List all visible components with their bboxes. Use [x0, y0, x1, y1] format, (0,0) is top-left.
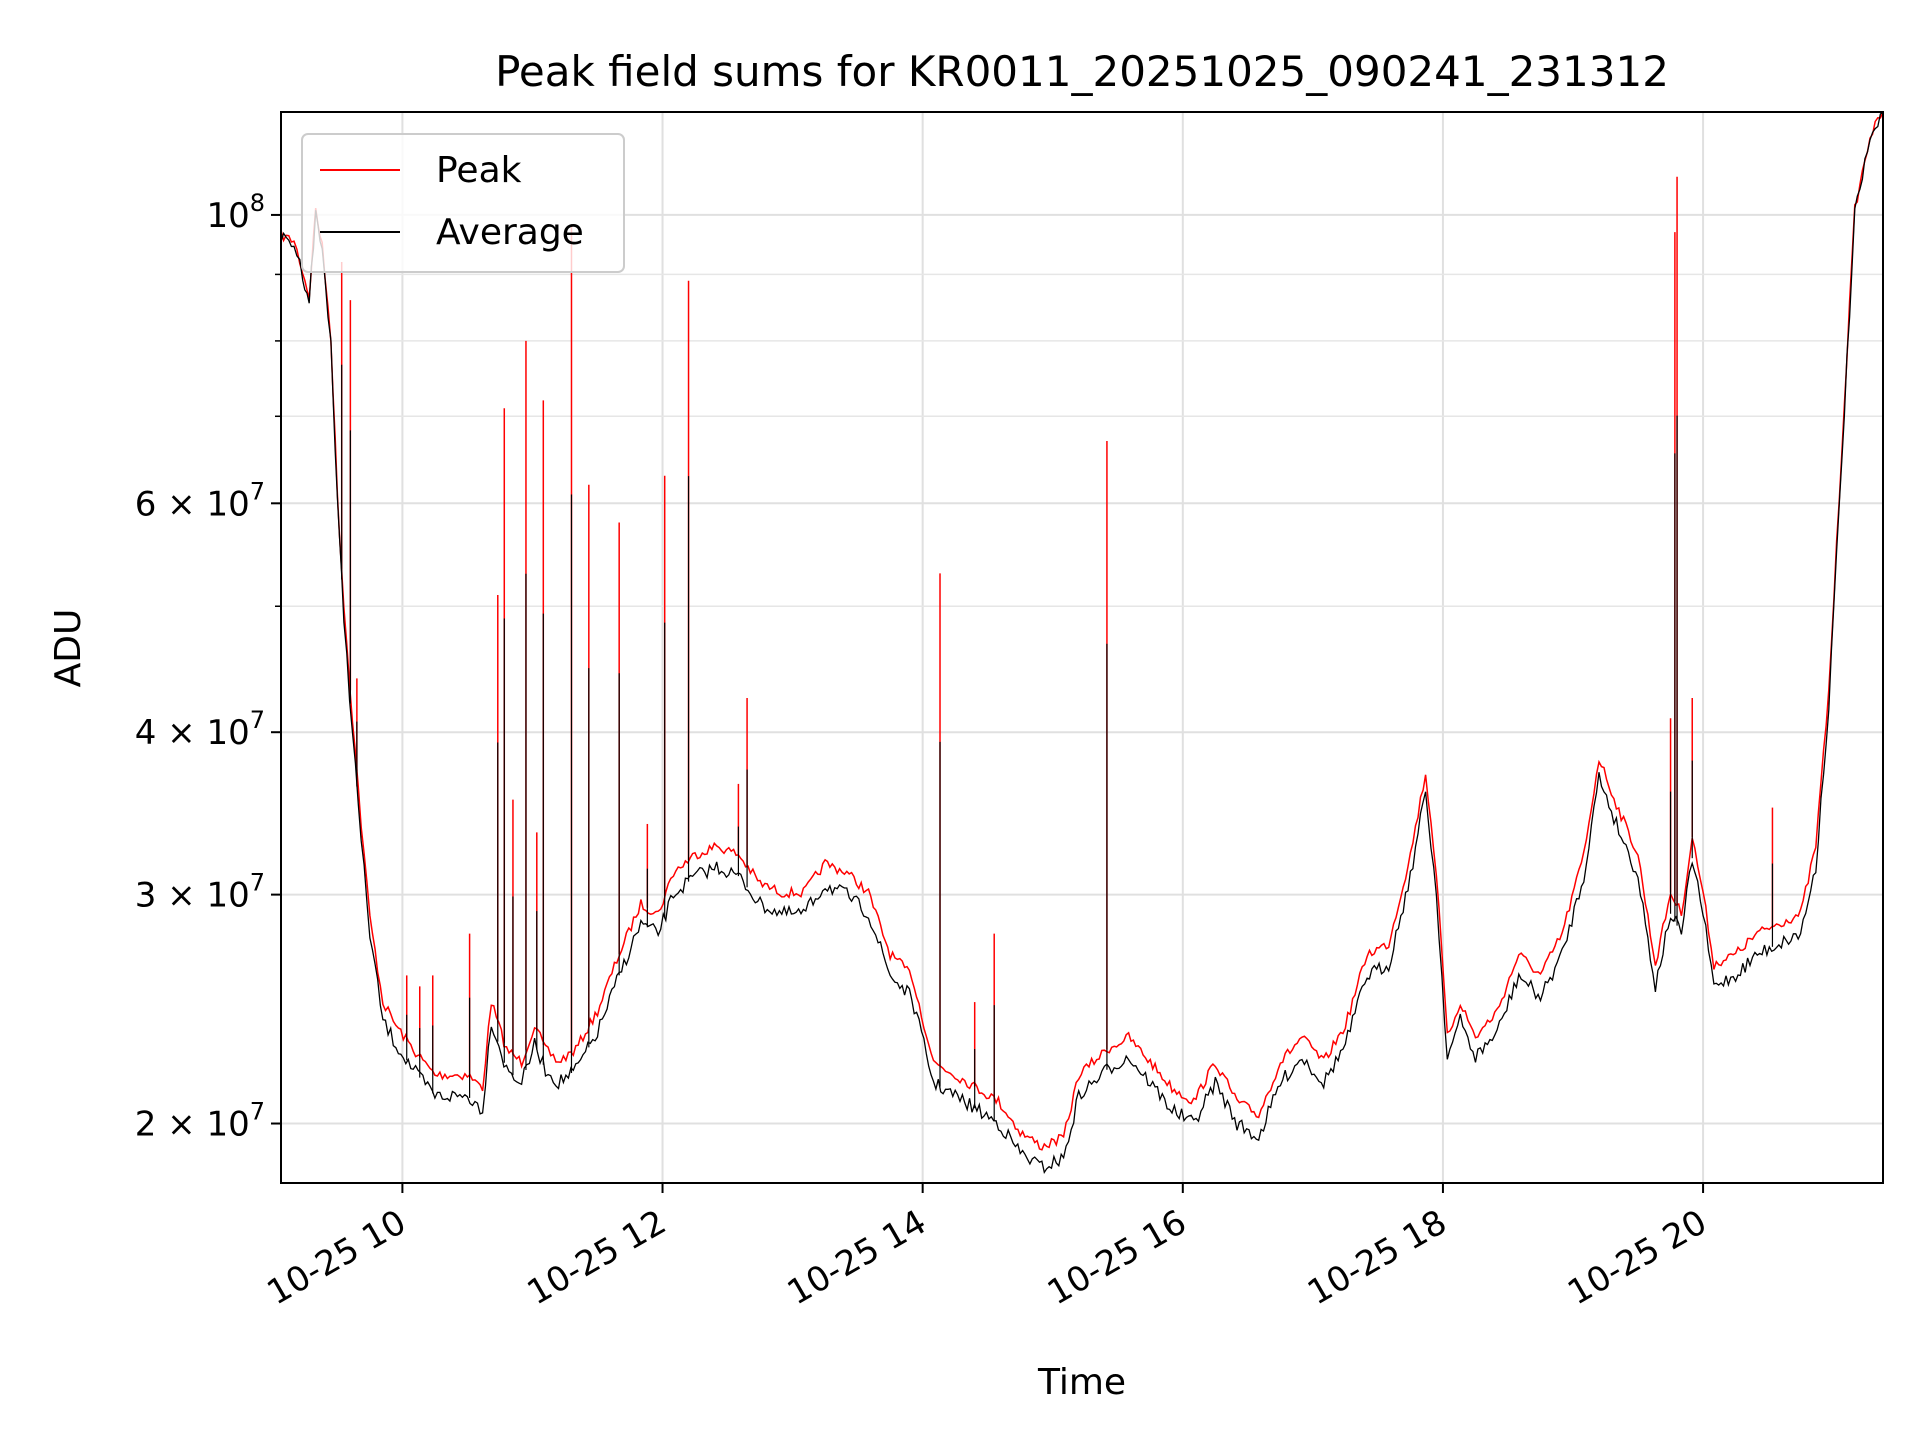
y-tick-label: 6 × 107 — [135, 477, 265, 524]
y-tick-label: 4 × 107 — [135, 706, 265, 753]
legend-label-average: Average — [436, 212, 584, 253]
legend: Peak Average — [301, 133, 625, 273]
y-axis-label: ADU — [48, 609, 89, 688]
series-line-average — [281, 112, 1883, 1175]
series-layer — [281, 112, 1883, 1175]
y-tick-label: 2 × 107 — [135, 1098, 265, 1145]
series-line-peak — [281, 112, 1883, 1151]
legend-box — [301, 133, 625, 273]
x-axis-label: Time — [1037, 1362, 1126, 1403]
y-tick-label: 3 × 107 — [135, 869, 265, 916]
plot-frame — [280, 111, 1884, 1184]
chart-title: Peak field sums for KR0011_20251025_0902… — [495, 47, 1669, 96]
legend-label-peak: Peak — [436, 150, 522, 191]
y-tick-label: 108 — [206, 189, 265, 236]
